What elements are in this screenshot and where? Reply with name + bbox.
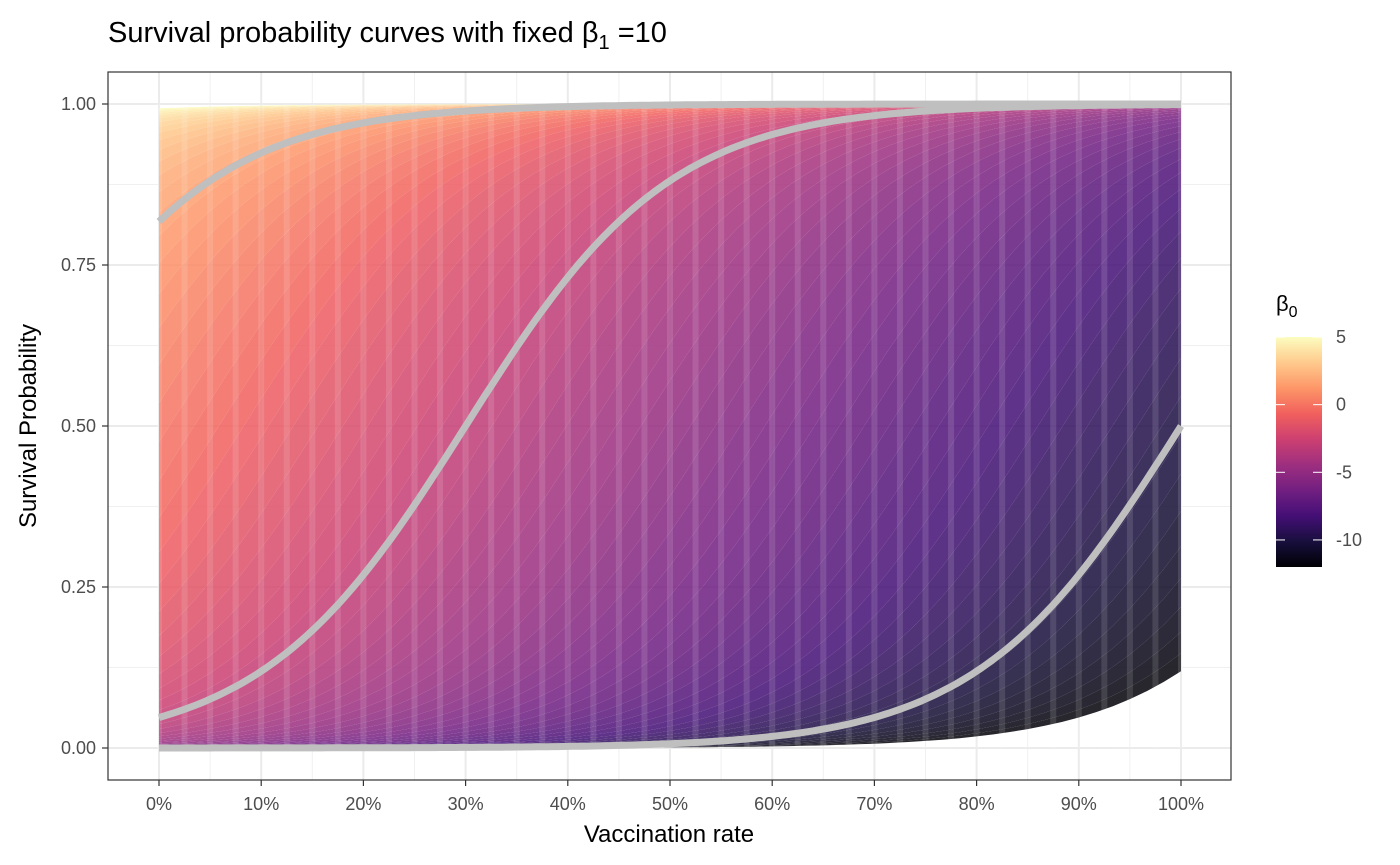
x-tick-label: 60% xyxy=(754,794,790,814)
gradient-ribbon xyxy=(159,258,1181,748)
stripe-highlight xyxy=(513,104,520,748)
x-axis: 0% 10% 20% 30% 40% 50% 60% 70% 80% 90% 100% xyxy=(146,780,1204,814)
stripe-highlight xyxy=(769,104,776,748)
legend-title-subscript: 0 xyxy=(1289,304,1298,321)
stripe-highlight xyxy=(615,104,622,748)
x-tick-label: 50% xyxy=(652,794,688,814)
survival-curves xyxy=(156,100,1184,752)
stripe-highlight xyxy=(667,104,673,748)
gradient-ribbon xyxy=(159,105,1181,734)
gradient-ribbon xyxy=(159,188,1181,748)
stripe-highlight xyxy=(743,104,750,748)
stripe-highlight xyxy=(539,104,546,748)
stripe-highlight xyxy=(718,104,725,748)
stripe-highlight xyxy=(948,104,955,748)
y-axis: 0.00 0.25 0.50 0.75 1.00 xyxy=(61,94,108,758)
y-tick-label: 0.00 xyxy=(61,738,96,758)
stripe-highlight xyxy=(156,104,162,748)
x-tick-label: 80% xyxy=(959,794,995,814)
gradient-ribbon xyxy=(159,108,1181,745)
legend-ticks: 5 0 -5 -10 xyxy=(1276,327,1362,550)
gradient-ribbon xyxy=(159,117,1181,747)
legend-colorbar xyxy=(1276,337,1322,567)
stripe-highlight xyxy=(385,104,392,748)
gradient-ribbon xyxy=(159,104,1181,657)
survival-curve-3 xyxy=(159,424,1184,752)
legend-tick-label: -5 xyxy=(1336,462,1352,482)
stripe-highlight xyxy=(360,104,367,748)
stripe-highlight xyxy=(590,104,597,748)
survival-curve-2 xyxy=(158,101,1181,721)
stripe-highlight xyxy=(692,104,699,748)
gradient-fill-band xyxy=(156,104,1184,748)
legend-tick-label: 5 xyxy=(1336,327,1346,347)
stripe-highlight xyxy=(641,104,648,748)
legend-title: β0 xyxy=(1276,291,1298,321)
gradient-ribbon xyxy=(159,104,1181,730)
x-tick-label: 40% xyxy=(550,794,586,814)
stripe-highlight xyxy=(232,104,239,748)
stripe-highlight xyxy=(1024,104,1031,748)
stripe-highlight xyxy=(207,104,214,748)
legend-tick-label: -10 xyxy=(1336,530,1362,550)
x-tick-label: 30% xyxy=(448,794,484,814)
stripe-highlight xyxy=(283,104,290,748)
stripe-highlight xyxy=(258,104,265,748)
stripe-highlight xyxy=(564,104,571,748)
stripe-highlight xyxy=(896,104,903,748)
stripe-highlight xyxy=(973,104,980,748)
gradient-ribbon xyxy=(159,104,1181,711)
x-axis-title: Vaccination rate xyxy=(584,821,754,848)
stripe-highlight xyxy=(794,104,801,748)
x-tick-label: 20% xyxy=(345,794,381,814)
stripe-highlight xyxy=(334,104,341,748)
stripe-highlight xyxy=(1050,104,1057,748)
stripe-highlight xyxy=(437,104,444,748)
y-tick-label: 0.50 xyxy=(61,416,96,436)
gradient-ribbon xyxy=(159,104,1181,718)
y-tick-label: 0.25 xyxy=(61,577,96,597)
stripe-highlight xyxy=(999,104,1006,748)
stripe-highlight xyxy=(488,104,495,748)
y-tick-label: 1.00 xyxy=(61,94,96,114)
stripe-highlight xyxy=(845,104,852,748)
chart-title: Survival probability curves with fixed β… xyxy=(108,17,667,54)
legend-title-symbol: β xyxy=(1276,291,1289,316)
chart-title-suffix: =10 xyxy=(610,17,667,49)
stripe-highlight xyxy=(871,104,878,748)
stripe-highlight xyxy=(820,104,827,748)
stripe-highlight xyxy=(922,104,929,748)
gradient-ribbon xyxy=(159,104,1181,584)
x-tick-label: 100% xyxy=(1158,794,1204,814)
stripe-highlight xyxy=(411,104,418,748)
gradient-ribbon xyxy=(159,121,1181,748)
x-tick-label: 70% xyxy=(856,794,892,814)
y-tick-label: 0.75 xyxy=(61,255,96,275)
legend-tick-label: 0 xyxy=(1336,395,1346,415)
stripe-highlight xyxy=(309,104,316,748)
gradient-ribbon xyxy=(159,104,1181,612)
stripe-highlight xyxy=(1075,104,1082,748)
x-tick-label: 90% xyxy=(1061,794,1097,814)
stripe-highlight xyxy=(1101,104,1108,748)
x-tick-label: 10% xyxy=(243,794,279,814)
chart-title-subscript: 1 xyxy=(599,32,610,54)
y-axis-title: Survival Probability xyxy=(15,324,42,528)
color-legend: β0 50-5-10 xyxy=(1276,291,1362,567)
chart-title-symbol: β xyxy=(582,17,599,49)
chart-title-prefix: Survival probability curves with fixed xyxy=(108,17,582,49)
x-tick-label: 0% xyxy=(146,794,172,814)
gradient-ribbon xyxy=(159,139,1181,748)
stripe-highlight xyxy=(1126,104,1133,748)
stripe-highlight xyxy=(181,104,188,748)
stripe-highlight xyxy=(1152,104,1159,748)
